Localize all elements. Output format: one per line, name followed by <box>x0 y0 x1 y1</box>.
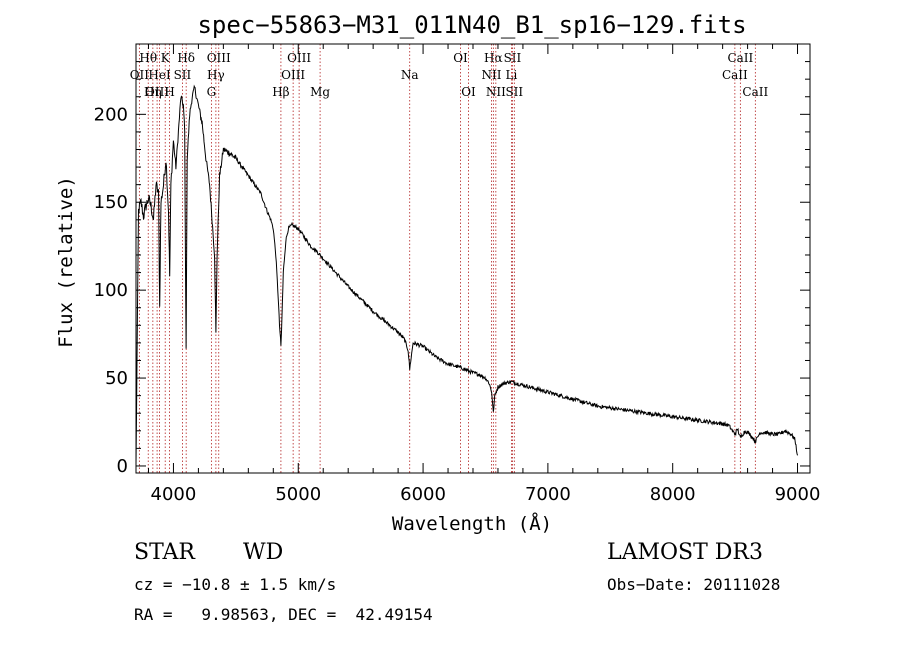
spectral-line-label: Na <box>401 68 419 82</box>
spectral-line-label: Hδ <box>177 51 195 65</box>
spectral-line-label: Hη <box>144 85 162 99</box>
spectral-line-label: NII <box>481 68 501 82</box>
y-tick-label: 200 <box>94 104 128 125</box>
spectral-line-label: OII <box>130 68 150 82</box>
spectral-line-label: OIII <box>281 68 305 82</box>
x-tick-label: 8000 <box>650 484 696 505</box>
y-axis-label: Flux (relative) <box>55 176 77 348</box>
plot-frame <box>135 43 811 474</box>
spectral-line-label: Hγ <box>207 68 225 82</box>
spectral-line-label: OIII <box>287 51 311 65</box>
spectral-line-label: SII <box>505 85 523 99</box>
object-class: STAR <box>134 540 195 565</box>
coordinates: RA = 9.98563, DEC = 42.49154 <box>134 605 433 624</box>
spectral-line-label: K <box>161 51 171 65</box>
spectral-line-label: CaII <box>742 85 768 99</box>
redshift-line: cz = −10.8 ± 1.5 km/s <box>134 575 337 594</box>
x-tick-label: 4000 <box>151 484 197 505</box>
spectral-line-label: OIII <box>207 51 231 65</box>
spectral-line-label: OIII <box>145 85 169 99</box>
y-tick-label: 50 <box>105 368 128 389</box>
object-subclass: WD <box>243 540 284 565</box>
x-tick-label: 5000 <box>275 484 321 505</box>
chart-title: spec−55863−M31_011N40_B1_sp16−129.fits <box>197 11 746 39</box>
spectral-line-label: CaII <box>722 68 748 82</box>
spectral-line-label: Hα <box>484 51 503 65</box>
spectrum-line <box>135 84 798 465</box>
y-tick-label: 100 <box>94 280 128 301</box>
spectrum-series <box>135 84 798 465</box>
survey-name: LAMOST DR3 <box>607 540 763 565</box>
spectral-line-label: Hθ <box>139 51 157 65</box>
spectral-line-label: Mg <box>310 85 330 99</box>
spectral-line-label: H <box>164 85 174 99</box>
spectral-line-label: Li <box>506 68 518 82</box>
spectral-line-label: HeI <box>148 68 171 82</box>
spectral-line-label: Hβ <box>272 85 289 99</box>
spectral-line-label: OI <box>461 85 476 99</box>
spectral-line-label: OI <box>453 51 468 65</box>
x-axis-label: Wavelength (Å) <box>392 512 552 535</box>
y-tick-label: 0 <box>117 456 128 477</box>
spectral-line-label: NII <box>486 85 506 99</box>
y-tick-label: 150 <box>94 192 128 213</box>
x-tick-label: 9000 <box>775 484 821 505</box>
obs-date: Obs−Date: 20111028 <box>607 575 781 594</box>
spectral-line-label: SII <box>504 51 522 65</box>
spectral-line-label: SII <box>174 68 192 82</box>
axes: 4000 5000 6000 7000 8000 9000 0 50 100 150 200 <box>94 43 821 505</box>
x-tick-label: 6000 <box>400 484 446 505</box>
spectral-line-label: G <box>207 85 217 99</box>
spectral-line-label: CaII <box>727 51 753 65</box>
x-tick-label: 7000 <box>525 484 571 505</box>
